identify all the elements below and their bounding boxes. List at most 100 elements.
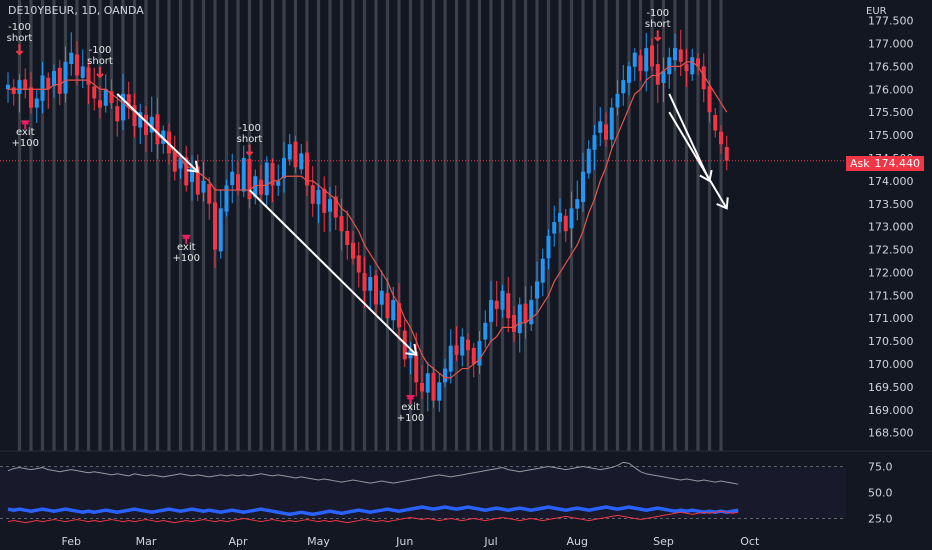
- candle-body: [236, 174, 240, 191]
- candle-body: [264, 162, 269, 196]
- candle-body: [563, 215, 568, 232]
- candle-body: [126, 94, 131, 108]
- session-stripe: [201, 0, 206, 451]
- trend-line[interactable]: [668, 111, 728, 209]
- session-stripe: [236, 0, 240, 451]
- candle-body: [86, 67, 91, 85]
- candle-body: [546, 235, 551, 259]
- price-tick-label: 173.500: [868, 198, 914, 211]
- session-stripe: [132, 0, 137, 451]
- candle-body: [368, 277, 373, 291]
- candle-body: [351, 242, 355, 259]
- candle-body: [621, 80, 626, 94]
- price-tick-label: 176.000: [868, 83, 914, 96]
- oscillator-tick-label: 75.0: [868, 461, 893, 474]
- candle-body: [678, 49, 683, 62]
- session-stripe: [615, 0, 620, 451]
- time-tick-label: Sep: [653, 535, 674, 548]
- candle-body: [172, 152, 177, 172]
- session-stripe: [190, 0, 194, 451]
- session-stripe: [259, 0, 263, 451]
- trend-arrowhead: [186, 160, 199, 173]
- trend-line[interactable]: [248, 189, 417, 356]
- candle-body: [454, 345, 459, 355]
- price-tick-label: 171.500: [868, 289, 914, 302]
- price-tick-label: 175.500: [868, 106, 914, 119]
- candle-body: [11, 87, 16, 94]
- candle-body: [46, 77, 51, 90]
- candle-body: [667, 57, 672, 75]
- session-stripe: [362, 0, 367, 451]
- exit-arrow-icon: [406, 394, 415, 405]
- exit-signal-label: exit +100: [396, 402, 425, 425]
- session-stripe: [443, 0, 447, 451]
- session-stripe: [86, 0, 91, 451]
- session-stripe: [431, 0, 436, 451]
- session-stripe: [316, 0, 321, 451]
- price-tick-label: 170.500: [868, 335, 914, 348]
- candle-body: [75, 54, 79, 76]
- time-tick-label: Feb: [62, 535, 81, 548]
- trend-line[interactable]: [116, 93, 199, 173]
- session-stripe: [167, 0, 171, 451]
- candle-body: [466, 339, 470, 351]
- candle-body: [40, 75, 45, 101]
- price-tick-label: 174.000: [868, 175, 914, 188]
- candle-body: [500, 290, 505, 310]
- candle-body: [6, 84, 10, 90]
- candle-body: [661, 70, 666, 83]
- session-stripe: [650, 0, 654, 451]
- candle-body: [52, 70, 56, 87]
- time-tick-label: Oct: [740, 535, 760, 548]
- candle-body: [184, 157, 189, 186]
- price-tick-label: 169.000: [868, 404, 914, 417]
- candle-body: [529, 299, 534, 325]
- candle-body: [57, 67, 62, 94]
- candle-body: [253, 176, 258, 198]
- candle-body: [29, 87, 33, 108]
- session-stripe: [627, 0, 631, 451]
- price-axis[interactable]: 168.500 169.000 169.500 170.000 170.500 171.0…: [868, 15, 914, 440]
- candle-body: [690, 57, 695, 75]
- candle-body: [132, 105, 137, 126]
- session-stripe: [546, 0, 551, 451]
- candle-body: [23, 79, 28, 90]
- candle-body: [696, 58, 700, 67]
- candle-body: [178, 157, 183, 169]
- time-axis[interactable]: Feb Mar Apr May Jun Jul Aug Sep Oct: [62, 535, 760, 548]
- candle-body: [517, 304, 522, 334]
- candle-body: [316, 190, 321, 205]
- candle-body: [121, 93, 125, 121]
- candle-body: [138, 112, 143, 128]
- session-stripe: [351, 0, 355, 451]
- candle-body: [115, 106, 120, 122]
- candle-body: [328, 199, 332, 212]
- candle-body: [339, 216, 344, 232]
- candle-body: [506, 293, 511, 319]
- session-stripe: [489, 0, 493, 451]
- session-stripe: [224, 0, 229, 451]
- candle-body: [540, 258, 545, 283]
- candle-body: [471, 347, 476, 365]
- oscillator-axis[interactable]: 25.0 50.0 75.0: [868, 461, 893, 526]
- candle-body: [420, 383, 424, 392]
- candle-body: [374, 275, 378, 305]
- short-signal-label: -100 short: [644, 8, 671, 31]
- symbol-title[interactable]: DE10YBEUR, 1D, OANDA: [8, 4, 144, 17]
- candle-body: [724, 146, 729, 161]
- price-tick-label: 172.000: [868, 266, 914, 279]
- price-tick-label: 175.000: [868, 129, 914, 142]
- candle-body: [673, 48, 677, 61]
- trend-lines[interactable]: [116, 93, 729, 357]
- candle-body: [362, 273, 367, 291]
- session-stripe: [52, 0, 56, 451]
- price-tick-label: 169.500: [868, 381, 914, 394]
- candle-body: [218, 208, 223, 252]
- price-tick-label: 176.500: [868, 60, 914, 73]
- candle-body: [241, 157, 246, 192]
- oscillator-series-line: [7, 461, 739, 485]
- short-signal-label: -100 short: [6, 22, 33, 45]
- session-stripe: [454, 0, 459, 451]
